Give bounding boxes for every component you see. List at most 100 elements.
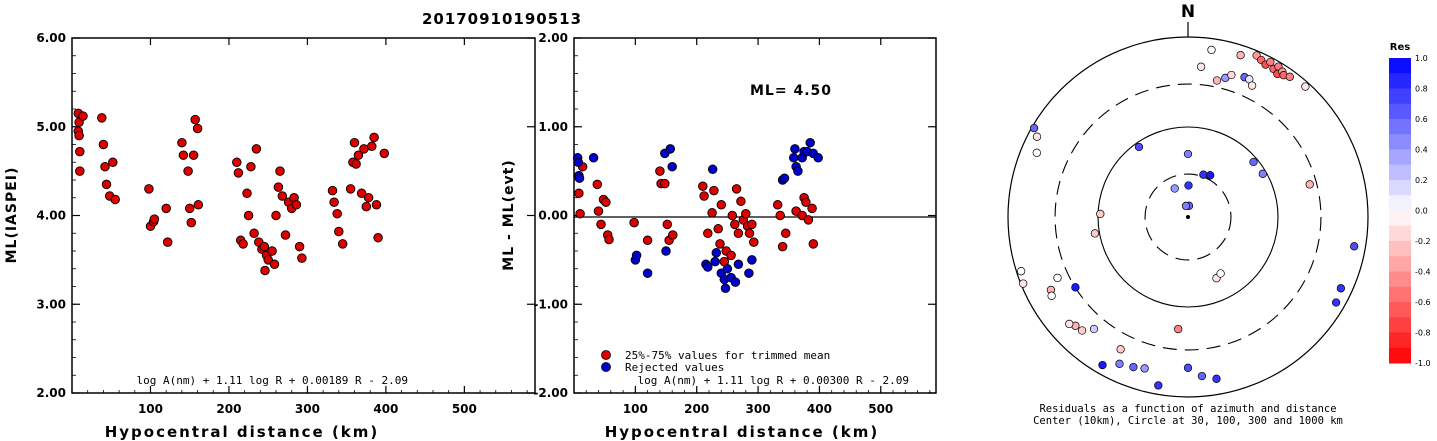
middle-data-point xyxy=(629,217,639,228)
north-label: N xyxy=(1181,2,1195,22)
polar-station-point xyxy=(1212,76,1222,85)
middle-data-point xyxy=(731,184,742,194)
left-data-point xyxy=(373,232,383,243)
middle-data-point xyxy=(709,185,719,196)
middle-data-point xyxy=(777,241,788,252)
left-y-tick-label: 5.00 xyxy=(36,120,66,134)
polar-station-point xyxy=(1183,149,1193,159)
middle-data-point xyxy=(807,203,817,214)
polar-station-point xyxy=(1216,269,1225,278)
colorbar-tick-label: 0.2 xyxy=(1415,176,1428,185)
polar-station-point xyxy=(1336,284,1346,293)
middle-data-point xyxy=(574,188,584,199)
middle-data-point xyxy=(710,256,720,267)
middle-data-point xyxy=(780,228,791,239)
left-x-tick-label: 100 xyxy=(138,402,163,416)
polar-station-point xyxy=(1065,319,1074,329)
colorbar-cell xyxy=(1389,134,1411,150)
middle-data-point xyxy=(793,166,803,176)
middle-data-point xyxy=(573,157,584,168)
colorbar-cell xyxy=(1389,225,1411,242)
middle-data-point xyxy=(601,197,611,207)
left-data-point xyxy=(369,132,379,143)
middle-y-tick-label: 1.00 xyxy=(538,120,568,134)
formula-middle: log A(nm) + 1.11 log R + 0.00300 R - 2.0… xyxy=(637,374,909,387)
left-data-point xyxy=(269,259,280,270)
colorbar-tick-label: -0.6 xyxy=(1415,298,1431,307)
polar-station-point xyxy=(1181,201,1191,211)
middle-data-point xyxy=(698,181,708,191)
middle-data-point xyxy=(779,173,790,183)
left-data-point xyxy=(345,184,356,194)
left-data-point xyxy=(101,179,112,190)
left-data-point xyxy=(363,192,374,203)
left-data-point xyxy=(353,150,364,160)
left-data-point xyxy=(75,146,85,157)
polar-station-point xyxy=(1170,184,1179,193)
colorbar-tick-label: 0.6 xyxy=(1415,115,1428,124)
left-data-point xyxy=(332,208,342,219)
middle-data-point xyxy=(772,200,783,210)
colorbar-cell xyxy=(1389,164,1411,181)
left-data-point xyxy=(177,137,187,148)
polar-station-point xyxy=(1077,326,1087,335)
polar-station-point xyxy=(1174,324,1183,334)
left-data-point xyxy=(291,200,302,210)
colorbar-cell xyxy=(1389,302,1411,318)
middle-data-point xyxy=(655,166,665,176)
polar-station-point xyxy=(1183,363,1193,372)
left-data-point xyxy=(259,241,270,252)
middle-y-tick-label: 2.00 xyxy=(538,31,568,45)
middle-data-point xyxy=(801,197,811,207)
middle-data-point xyxy=(744,228,755,239)
left-data-point xyxy=(74,130,84,141)
colorbar-cell xyxy=(1389,332,1411,349)
middle-data-point xyxy=(788,153,799,163)
left-data-point xyxy=(359,144,369,154)
left-x-tick-label: 200 xyxy=(216,402,241,416)
colorbar: Res 1.0 0.8 0.6 0.4 0.2 0.0 -0.2 -0.4 -0.6 -0.8 -1… xyxy=(1389,42,1431,368)
left-data-point xyxy=(297,253,307,263)
middle-data-point xyxy=(707,164,718,175)
middle-data-point xyxy=(726,250,736,261)
middle-x-tick-label: 100 xyxy=(623,402,648,416)
left-data-point xyxy=(144,184,154,194)
colorbar-cell xyxy=(1389,149,1411,166)
middle-data-point xyxy=(703,262,713,272)
polar-station-point xyxy=(1199,170,1208,179)
left-data-point xyxy=(277,191,288,201)
polar-station-point xyxy=(1029,123,1039,133)
polar-station-point xyxy=(1247,81,1257,90)
middle-y-tick-label: -2.00 xyxy=(533,386,568,400)
middle-data-point xyxy=(642,268,653,278)
middle-data-point xyxy=(660,178,670,189)
middle-data-point xyxy=(805,137,815,148)
colorbar-cell xyxy=(1389,73,1411,89)
formula-left: log A(nm) + 1.11 log R + 0.00189 R - 2.0… xyxy=(136,374,408,387)
middle-data-point xyxy=(749,237,759,247)
left-data-point xyxy=(329,197,339,207)
middle-data-point xyxy=(720,283,731,294)
left-data-point xyxy=(243,210,254,221)
colorbar-cell xyxy=(1389,256,1411,272)
polar-station-point xyxy=(1266,57,1275,67)
colorbar-tick-label: 1.0 xyxy=(1415,54,1428,63)
middle-x-tick-label: 500 xyxy=(868,402,893,416)
left-data-point xyxy=(294,241,305,252)
left-data-point xyxy=(267,246,277,256)
left-y-tick-label: 3.00 xyxy=(36,297,66,311)
colorbar-cell xyxy=(1389,347,1411,364)
left-data-point xyxy=(251,144,262,154)
ring-1000km xyxy=(1007,36,1369,398)
ring-30km xyxy=(1144,173,1232,261)
middle-data-point xyxy=(662,219,673,230)
colorbar-cell xyxy=(1389,103,1411,120)
polar-station-point xyxy=(1047,291,1056,300)
polar-station-point xyxy=(1258,169,1267,178)
left-data-point xyxy=(371,200,382,210)
left-data-point xyxy=(232,157,242,168)
left-x-tick-label: 300 xyxy=(295,402,320,416)
left-data-point xyxy=(108,157,118,168)
polar-station-point xyxy=(1134,142,1144,152)
y-axis-label-middle: ML - ML(evt) xyxy=(501,159,517,270)
